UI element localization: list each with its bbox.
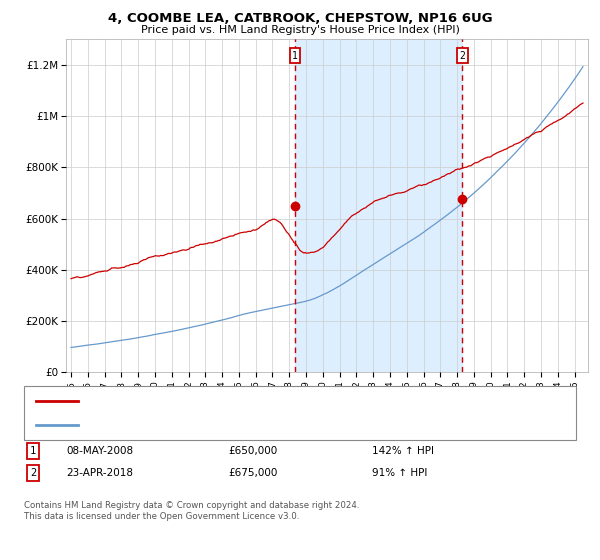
- Text: 2: 2: [460, 51, 466, 61]
- Text: 142% ↑ HPI: 142% ↑ HPI: [372, 446, 434, 456]
- Text: Contains HM Land Registry data © Crown copyright and database right 2024.
This d: Contains HM Land Registry data © Crown c…: [24, 501, 359, 521]
- Text: 1: 1: [30, 446, 36, 456]
- Text: 1: 1: [292, 51, 298, 61]
- Bar: [295, 39, 463, 372]
- Text: 4, COOMBE LEA, CATBROOK, CHEPSTOW, NP16 6UG: 4, COOMBE LEA, CATBROOK, CHEPSTOW, NP16 …: [107, 12, 493, 25]
- Text: 08-MAY-2008: 08-MAY-2008: [66, 446, 133, 456]
- Text: 4, COOMBE LEA, CATBROOK, CHEPSTOW, NP16 6UG (detached house): 4, COOMBE LEA, CATBROOK, CHEPSTOW, NP16 …: [84, 396, 434, 407]
- Text: HPI: Average price, detached house, Monmouthshire: HPI: Average price, detached house, Monm…: [84, 419, 346, 430]
- Text: 23-APR-2018: 23-APR-2018: [66, 468, 133, 478]
- Text: £650,000: £650,000: [228, 446, 277, 456]
- Text: 2: 2: [30, 468, 36, 478]
- Text: 91% ↑ HPI: 91% ↑ HPI: [372, 468, 427, 478]
- Text: Price paid vs. HM Land Registry's House Price Index (HPI): Price paid vs. HM Land Registry's House …: [140, 25, 460, 35]
- Text: £675,000: £675,000: [228, 468, 277, 478]
